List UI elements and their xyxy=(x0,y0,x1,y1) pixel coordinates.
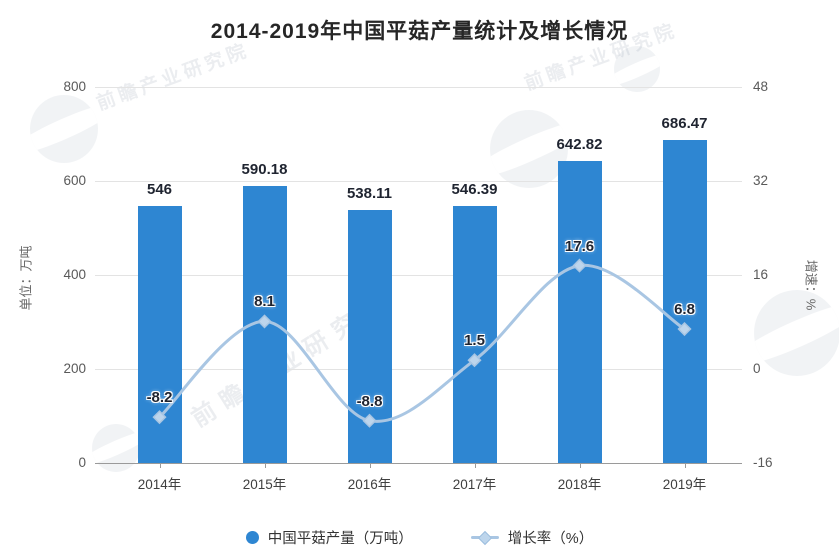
bar-value-label: 642.82 xyxy=(556,135,603,153)
watermark-globe-icon xyxy=(614,46,660,92)
x-axis-tick xyxy=(264,463,266,468)
line-point-marker xyxy=(572,258,587,273)
line-value-label: -8.8 xyxy=(356,392,383,410)
legend-label-production: 中国平菇产量（万吨） xyxy=(267,531,413,547)
bar-value-label: 538.11 xyxy=(346,185,393,203)
x-axis-tick xyxy=(684,463,686,468)
line-point-marker xyxy=(257,314,272,329)
x-category-label: 2016年 xyxy=(347,477,392,492)
x-axis-tick xyxy=(159,463,161,468)
plot-area: 546 590.18 538.11 546.39 642.82 686.47 -8.2 8.1… xyxy=(95,87,742,468)
line-point-marker xyxy=(467,353,482,368)
left-axis-tick-label: 800 xyxy=(63,79,86,94)
line-point-marker xyxy=(152,410,167,425)
x-axis-line xyxy=(95,463,742,464)
bar-value-label: 546.39 xyxy=(451,181,498,199)
x-category-label: 2017年 xyxy=(452,477,497,492)
line-value-label: 1.5 xyxy=(464,332,485,350)
left-axis-tick-label: 400 xyxy=(63,267,86,282)
x-category-label: 2018年 xyxy=(557,477,602,492)
legend-item-growth-rate[interactable]: 增长率（%） xyxy=(470,527,594,548)
x-axis-tick xyxy=(369,463,371,468)
right-axis-tick-label: 16 xyxy=(753,267,769,282)
production-bar xyxy=(557,160,602,463)
grid-line xyxy=(95,369,742,370)
right-axis-tick-label: 48 xyxy=(753,79,769,94)
watermark-globe-icon xyxy=(30,95,98,163)
circle-marker-icon xyxy=(245,531,259,544)
production-bar xyxy=(452,206,497,463)
legend: 中国平菇产量（万吨） 增长率（%） xyxy=(0,527,839,548)
legend-label-growth-rate: 增长率（%） xyxy=(507,531,594,547)
x-axis-tick xyxy=(579,463,581,468)
line-point-marker xyxy=(677,321,692,337)
watermark-globe-icon xyxy=(754,290,839,376)
line-point-marker xyxy=(362,413,377,428)
left-axis-title: 单位：万吨 xyxy=(18,245,34,311)
right-axis-tick-label: -16 xyxy=(753,455,773,470)
right-axis-tick-label: 32 xyxy=(753,173,769,188)
grid-line xyxy=(95,275,742,276)
grid-line xyxy=(95,87,742,88)
left-axis-tick-label: 200 xyxy=(63,361,86,376)
right-axis-title: 增速：% xyxy=(803,259,819,311)
line-value-label: 6.8 xyxy=(674,301,695,319)
line-value-label: 17.6 xyxy=(564,237,595,255)
x-category-label: 2019年 xyxy=(662,477,707,492)
left-axis-tick-label: 0 xyxy=(78,455,86,470)
bar-value-label: 546 xyxy=(146,181,173,199)
left-axis-tick-label: 600 xyxy=(63,173,86,188)
line-diamond-marker-icon xyxy=(470,530,499,545)
bar-value-label: 686.47 xyxy=(661,115,708,133)
x-axis-tick xyxy=(474,463,476,468)
x-category-label: 2014年 xyxy=(137,477,182,492)
x-category-label: 2015年 xyxy=(242,477,287,492)
production-bar xyxy=(662,140,707,463)
chart-title: 2014-2019年中国平菇产量统计及增长情况 xyxy=(210,20,629,43)
line-value-label: 8.1 xyxy=(254,293,275,311)
growth-rate-line xyxy=(152,258,692,428)
line-value-label: -8.2 xyxy=(146,389,173,407)
legend-item-production[interactable]: 中国平菇产量（万吨） xyxy=(245,527,413,548)
grid-line xyxy=(95,181,742,182)
right-axis-tick-label: 0 xyxy=(753,361,761,376)
bar-value-label: 590.18 xyxy=(241,160,288,178)
watermark-globe-icon xyxy=(92,424,140,472)
watermark-globe-icon xyxy=(490,110,568,188)
